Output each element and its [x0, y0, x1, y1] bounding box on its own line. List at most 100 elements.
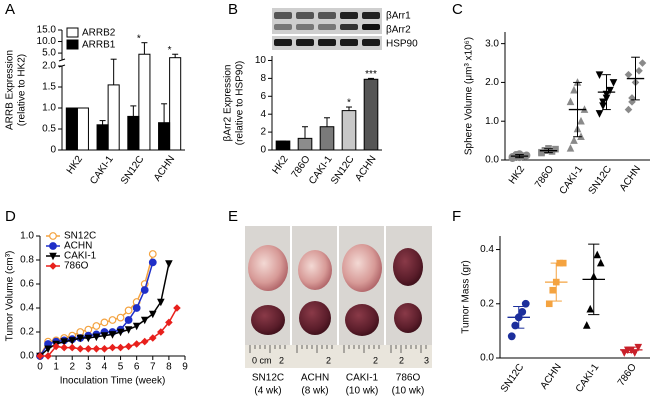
- y-tick-label: 0.2: [20, 327, 34, 338]
- marker: [638, 59, 647, 67]
- y-tick-label: 0.4: [20, 303, 34, 314]
- x-tick-label: 5: [118, 362, 124, 373]
- marker: [44, 345, 52, 354]
- marker: [628, 94, 636, 102]
- y-axis-label: (relative to HK2): [17, 54, 28, 126]
- marker: [124, 326, 133, 334]
- legend-label: ARRB2: [82, 28, 116, 39]
- marker: [140, 316, 149, 325]
- column-label: 786O: [396, 373, 421, 384]
- x-tick-label: HK2: [507, 164, 527, 187]
- marker: [49, 262, 57, 270]
- x-tick-label: CAKI-1: [88, 154, 116, 187]
- column-label: SN12C: [252, 373, 284, 384]
- column-time: (8 wk): [301, 386, 328, 397]
- legend-label: ACHN: [64, 241, 92, 252]
- x-tick-label: SN12C: [499, 362, 527, 395]
- panel-letter: E: [228, 208, 238, 225]
- blot-band: [340, 12, 358, 19]
- marker: [624, 105, 633, 114]
- marker: [132, 304, 141, 312]
- marker: [49, 252, 57, 261]
- y-tick-label: 10.0: [37, 36, 57, 47]
- marker: [635, 66, 643, 75]
- panel-letter: A: [5, 1, 15, 18]
- ruler-label: 2: [399, 355, 404, 365]
- x-tick-label: 3: [86, 362, 92, 373]
- marker: [84, 334, 93, 343]
- y-axis-label: Tumor Volume (cm³): [5, 251, 16, 342]
- x-tick-label: 8: [166, 362, 172, 373]
- bar: [297, 137, 313, 151]
- x-tick-label: ACHN: [618, 164, 643, 194]
- bar: [275, 140, 291, 151]
- axis-break: [58, 58, 66, 62]
- y-tick-label: 15.0: [37, 25, 57, 36]
- marker: [586, 304, 595, 313]
- x-tick-label: HK2: [65, 154, 85, 177]
- x-tick-label: 1: [53, 362, 59, 373]
- legend-label: CAKI-1: [64, 251, 97, 262]
- x-tick-label: SN12C: [329, 154, 357, 187]
- marker: [132, 340, 141, 348]
- marker: [100, 318, 109, 327]
- blot-label: βArr1: [386, 11, 411, 22]
- marker: [165, 318, 173, 327]
- significance: *: [168, 45, 172, 56]
- x-tick-label: ACHN: [539, 362, 564, 392]
- x-axis-label: Inoculation Time (week): [60, 376, 166, 387]
- y-tick-label: 1.0: [485, 116, 499, 127]
- marker: [36, 352, 44, 360]
- marker: [165, 260, 173, 268]
- column-label: ACHN: [301, 373, 329, 384]
- tumor: [393, 248, 423, 286]
- marker: [49, 232, 57, 240]
- marker: [599, 98, 607, 107]
- bar: [127, 115, 140, 151]
- y-tick-label: 0.6: [20, 279, 34, 290]
- y-tick-label: 2: [260, 127, 266, 138]
- marker: [582, 321, 591, 329]
- blot-band: [274, 24, 292, 30]
- blot-label: βArr2: [386, 25, 411, 36]
- blot-band: [296, 24, 314, 30]
- blot-band: [362, 12, 380, 19]
- marker: [44, 352, 52, 360]
- blot-band: [296, 39, 314, 46]
- y-tick-label: 1.5: [42, 82, 56, 93]
- bar: [363, 78, 379, 151]
- marker: [577, 132, 585, 141]
- marker: [549, 286, 557, 294]
- y-tick-label: 1.0: [42, 103, 56, 114]
- column-label: CAKI-1: [346, 373, 379, 384]
- marker: [522, 151, 531, 160]
- marker: [570, 136, 578, 144]
- bar: [319, 126, 335, 151]
- marker: [148, 258, 157, 267]
- x-tick-label: 2: [69, 362, 75, 373]
- marker: [599, 102, 607, 110]
- bar: [107, 84, 120, 151]
- marker: [595, 71, 604, 79]
- marker: [538, 149, 545, 157]
- ruler-label: 0 cm: [252, 355, 272, 365]
- y-axis-label: Sphere Volume (μm³ x10⁶): [464, 37, 475, 155]
- y-axis-label: ARRB Expression: [5, 50, 16, 130]
- marker: [116, 343, 125, 352]
- marker: [140, 286, 149, 294]
- marker: [148, 310, 157, 319]
- legend-swatch: [66, 27, 79, 38]
- bar: [65, 107, 78, 151]
- marker: [124, 316, 133, 324]
- marker: [507, 332, 516, 341]
- marker: [606, 86, 614, 95]
- y-tick-label: 0.4: [480, 244, 494, 255]
- bar: [169, 57, 182, 151]
- ruler-ticks: [249, 345, 427, 353]
- marker: [76, 345, 85, 353]
- marker: [624, 70, 633, 79]
- blot-band: [340, 24, 358, 30]
- marker: [116, 313, 125, 322]
- x-tick-label: 0: [37, 362, 43, 373]
- marker: [609, 79, 618, 87]
